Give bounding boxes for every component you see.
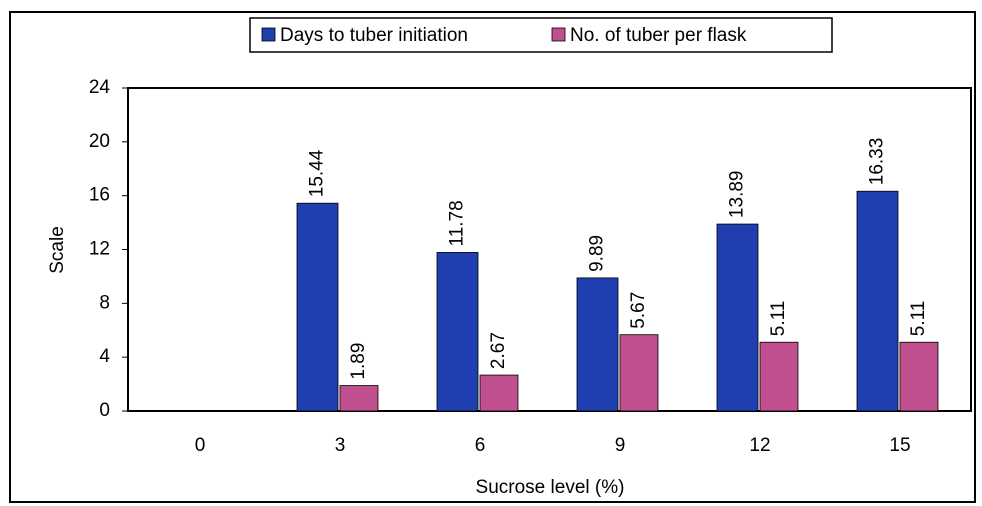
x-tick-label: 15 (889, 435, 910, 456)
legend-label: Days to tuber initiation (280, 25, 468, 46)
bar (339, 385, 379, 412)
legend-label: No. of tuber per flask (570, 25, 747, 46)
value-label: 5.11 (908, 301, 929, 337)
value-label: 2.67 (488, 332, 509, 369)
bar (759, 341, 799, 412)
bar (619, 334, 659, 412)
bar (716, 223, 759, 412)
y-tick-label: 20 (89, 131, 110, 152)
y-tick-label: 4 (99, 346, 110, 367)
value-label: 1.89 (348, 343, 369, 380)
value-label: 9.89 (587, 235, 608, 272)
value-label: 5.11 (768, 301, 789, 337)
x-tick-label: 3 (335, 435, 346, 456)
y-tick-label: 8 (99, 292, 110, 313)
x-axis-label: Sucrose level (%) (476, 477, 625, 498)
y-tick-label: 0 (99, 400, 110, 421)
y-tick-label: 12 (89, 239, 110, 260)
plot-area (127, 87, 972, 412)
value-label: 16.33 (867, 138, 888, 186)
bar (436, 252, 479, 412)
frame (9, 11, 976, 503)
legend-swatch (551, 27, 566, 42)
y-tick-label: 24 (89, 77, 111, 98)
x-tick-label: 0 (195, 435, 206, 456)
bar (479, 374, 519, 412)
legend-box (249, 17, 833, 53)
x-tick-label: 6 (475, 435, 486, 456)
bar (576, 277, 619, 412)
value-label: 13.89 (727, 171, 748, 219)
x-tick-label: 12 (749, 435, 770, 456)
y-tick-label: 16 (89, 185, 110, 206)
y-axis-label: Scale (47, 226, 68, 274)
value-label: 11.78 (447, 200, 468, 246)
bar (296, 202, 339, 412)
legend-swatch (261, 27, 276, 42)
value-label: 15.44 (307, 149, 328, 197)
bar (856, 190, 899, 412)
x-tick-label: 9 (615, 435, 626, 456)
value-label: 5.67 (628, 292, 649, 329)
bar (899, 341, 939, 412)
